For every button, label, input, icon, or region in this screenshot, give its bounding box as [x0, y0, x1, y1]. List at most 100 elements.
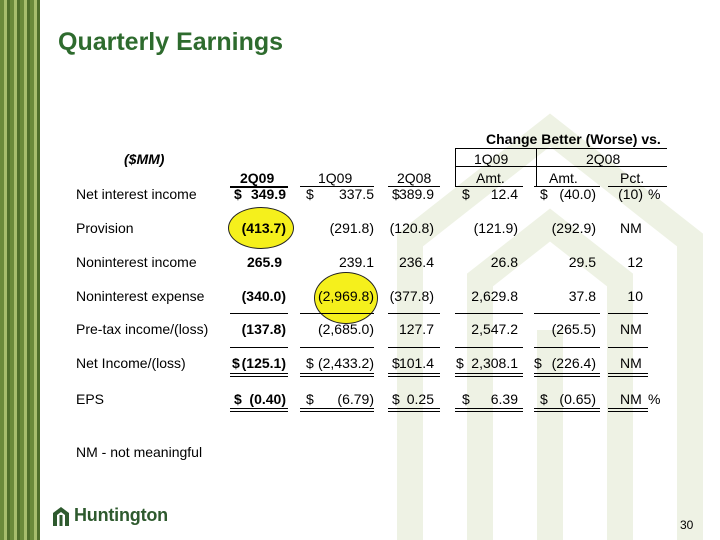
- cell-value: 236.4: [398, 254, 434, 270]
- cell-value: 37.8: [568, 288, 596, 304]
- subheader-vs-2q08: 2Q08: [586, 151, 621, 167]
- cell-value: (340.0): [241, 288, 286, 304]
- cell-value: (2,433.2): [317, 355, 374, 371]
- cell-value: (265.5): [551, 321, 596, 337]
- eps-double-rule-pct: [608, 408, 648, 409]
- double-rule-amt1: [455, 373, 523, 374]
- huntington-watermark-graphic: [397, 113, 703, 540]
- cell-pct: 12: [627, 254, 643, 270]
- cell-value: 265.9: [246, 254, 282, 270]
- slide-title: Quarterly Earnings: [58, 28, 284, 56]
- cell-value: 26.8: [490, 254, 518, 270]
- row-label-noninterest-income: Noninterest income: [76, 254, 197, 270]
- cell-dollar-sign: $: [534, 355, 542, 371]
- rule-col-amt2: [534, 186, 600, 187]
- double-rule-2q09: [230, 373, 288, 374]
- cell-pct-suffix: %: [648, 391, 661, 407]
- cell-value: (413.7): [241, 220, 286, 236]
- cell-pct: 10: [627, 288, 643, 304]
- row-label-net-interest-income: Net interest income: [76, 186, 197, 202]
- column-header-2q09: 2Q09: [240, 170, 275, 186]
- divider-left: [455, 148, 456, 186]
- cell-dollar-sign: $: [540, 391, 548, 407]
- cell-dollar-sign: $: [392, 391, 400, 407]
- table-group-header: Change Better (Worse) vs.: [486, 131, 661, 147]
- units-label: ($MM): [124, 151, 165, 167]
- highlight-oval-expense: [314, 272, 378, 324]
- rule-col-1q09: [300, 186, 374, 187]
- cell-value: 2,308.1: [471, 355, 518, 371]
- cell-dollar-sign: $: [540, 186, 548, 202]
- cell-dollar-sign: $: [234, 391, 242, 407]
- cell-dollar-sign: $: [232, 355, 240, 371]
- column-header-amt-2: Amt.: [549, 170, 578, 186]
- cell-value: 127.7: [398, 321, 434, 337]
- rule-col-2q09: [230, 186, 288, 188]
- cell-pct: (10): [618, 186, 643, 202]
- rule-above-netincome-2q09: [230, 347, 288, 348]
- rule-above-pretax-amt2: [534, 313, 600, 314]
- row-label-pretax-income: Pre-tax income/(loss): [76, 321, 209, 337]
- eps-double-rule-amt1: [455, 408, 523, 409]
- highlight-oval-provision: [228, 207, 294, 249]
- column-header-2q08: 2Q08: [397, 170, 432, 186]
- cell-dollar-sign: $: [456, 355, 464, 371]
- divider-mid: [536, 148, 537, 186]
- cell-value: (0.40): [249, 391, 286, 407]
- cell-pct: NM: [620, 220, 642, 236]
- cell-value: (125.1): [241, 355, 286, 371]
- rule-above-netincome-2q08: [388, 347, 440, 348]
- cell-value: (40.0): [559, 186, 596, 202]
- rule-group-top: [455, 148, 667, 149]
- cell-value: 337.5: [338, 186, 374, 202]
- cell-dollar-sign: $: [306, 391, 314, 407]
- subheader-vs-1q09: 1Q09: [474, 151, 509, 167]
- cell-dollar-sign: $: [234, 186, 242, 202]
- cell-dollar-sign: $: [462, 391, 470, 407]
- left-stripe-border: [0, 0, 40, 540]
- cell-dollar-sign: $: [392, 355, 400, 371]
- cell-value: 349.9: [250, 186, 286, 202]
- double-rule-1q09: [300, 373, 374, 374]
- rule-sub-header: [455, 166, 667, 167]
- rule-col-amt1: [455, 186, 523, 187]
- cell-value: (120.8): [389, 220, 434, 236]
- cell-value: 389.9: [398, 186, 434, 202]
- cell-dollar-sign: $: [462, 186, 470, 202]
- cell-value: (137.8): [241, 321, 286, 337]
- cell-value: 6.39: [490, 391, 518, 407]
- rule-above-netincome-amt1: [455, 347, 523, 348]
- rule-col-2q08: [388, 186, 440, 187]
- double-rule-amt2: [534, 373, 600, 374]
- cell-value: (292.9): [551, 220, 596, 236]
- rule-above-pretax-amt1: [455, 313, 523, 314]
- cell-value: (121.9): [473, 220, 518, 236]
- cell-value: (0.65): [559, 391, 596, 407]
- cell-value: 0.25: [406, 391, 434, 407]
- eps-double-rule-1q09: [300, 408, 374, 409]
- cell-value: (377.8): [389, 288, 434, 304]
- eps-double-rule-2q08: [388, 408, 440, 409]
- column-header-1q09: 1Q09: [318, 170, 353, 186]
- logo-text: Huntington: [74, 505, 168, 525]
- cell-value: (2,969.8): [317, 288, 374, 304]
- column-header-amt-1: Amt.: [476, 170, 505, 186]
- cell-value: 239.1: [338, 254, 374, 270]
- rule-above-pretax-pct: [608, 313, 648, 314]
- rule-above-netincome-amt2: [534, 347, 600, 348]
- cell-value: (6.79): [337, 391, 374, 407]
- rule-above-pretax-1q09: [300, 313, 374, 314]
- cell-value: (226.4): [551, 355, 596, 371]
- rule-above-pretax-2q09: [230, 313, 288, 314]
- cell-pct: NM: [620, 355, 642, 371]
- row-label-noninterest-expense: Noninterest expense: [76, 288, 205, 304]
- rule-above-pretax-2q08: [388, 313, 440, 314]
- cell-value: 29.5: [568, 254, 596, 270]
- cell-value: 12.4: [490, 186, 518, 202]
- huntington-logo-mark-icon: [53, 506, 69, 526]
- huntington-logo: Huntington: [52, 505, 168, 526]
- rule-col-pct: [608, 186, 667, 187]
- cell-dollar-sign: $: [306, 355, 314, 371]
- row-label-eps: EPS: [76, 391, 105, 407]
- cell-dollar-sign: $: [306, 186, 314, 202]
